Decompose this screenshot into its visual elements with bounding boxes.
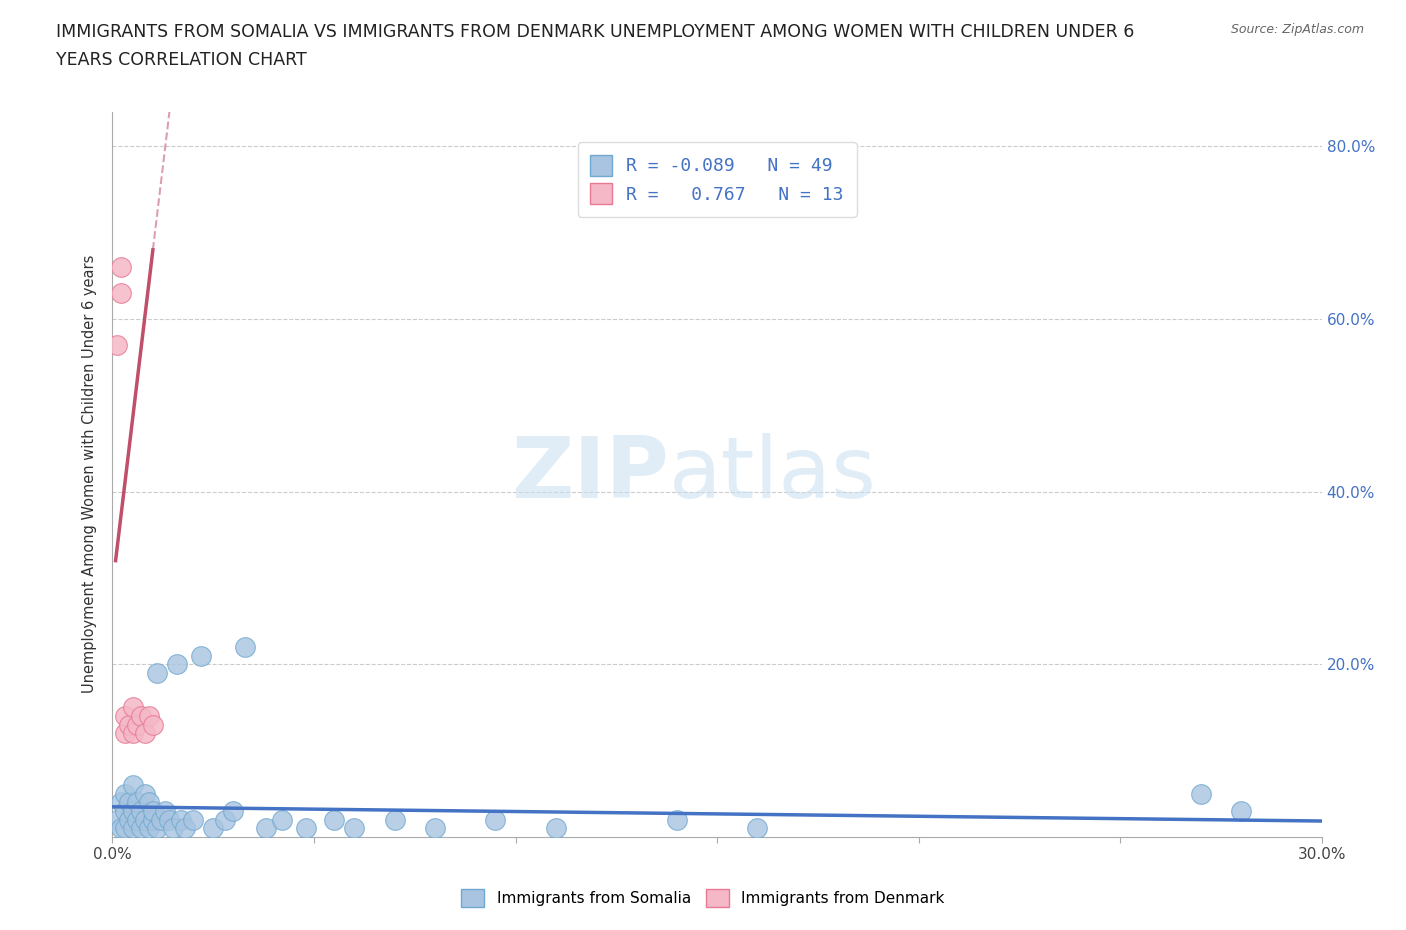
Legend: Immigrants from Somalia, Immigrants from Denmark: Immigrants from Somalia, Immigrants from… (456, 884, 950, 913)
Point (117, 717, 139, 732)
Point (295, 821, 318, 836)
Point (129, 821, 152, 836)
Point (114, 787, 136, 802)
Point (121, 777, 143, 792)
Point (134, 812, 156, 827)
Point (170, 812, 193, 827)
Point (114, 726, 136, 741)
Point (105, 338, 128, 352)
Point (110, 821, 132, 836)
Point (121, 821, 143, 836)
Point (162, 821, 184, 836)
Point (117, 795, 139, 810)
Point (149, 812, 172, 827)
Point (190, 648, 212, 663)
Point (129, 709, 152, 724)
Point (254, 821, 277, 836)
Point (323, 812, 346, 827)
Point (343, 821, 366, 836)
Point (157, 812, 180, 827)
Point (1189, 787, 1212, 802)
Point (142, 812, 165, 827)
Point (166, 657, 188, 671)
Point (153, 804, 176, 818)
Point (423, 821, 446, 836)
Point (181, 812, 204, 827)
Legend: R = -0.089   N = 49, R =   0.767   N = 13: R = -0.089 N = 49, R = 0.767 N = 13 (578, 142, 856, 217)
Point (235, 640, 257, 655)
Point (544, 821, 567, 836)
Point (129, 804, 152, 818)
Text: ZIP: ZIP (510, 432, 669, 516)
Point (110, 259, 132, 274)
Point (105, 812, 128, 827)
Y-axis label: Unemployment Among Women with Children Under 6 years: Unemployment Among Women with Children U… (82, 255, 97, 694)
Point (121, 700, 143, 715)
Point (121, 726, 143, 741)
Point (134, 726, 156, 741)
Point (125, 795, 148, 810)
Point (146, 666, 169, 681)
Point (270, 812, 292, 827)
Point (138, 795, 160, 810)
Point (142, 717, 165, 732)
Text: IMMIGRANTS FROM SOMALIA VS IMMIGRANTS FROM DENMARK UNEMPLOYMENT AMONG WOMEN WITH: IMMIGRANTS FROM SOMALIA VS IMMIGRANTS FR… (56, 23, 1135, 41)
Point (747, 821, 769, 836)
Point (110, 286, 132, 300)
Point (146, 821, 169, 836)
Text: atlas: atlas (669, 432, 877, 516)
Point (384, 812, 406, 827)
Point (138, 821, 160, 836)
Point (114, 821, 136, 836)
Point (114, 709, 136, 724)
Point (110, 795, 132, 810)
Text: Source: ZipAtlas.com: Source: ZipAtlas.com (1230, 23, 1364, 36)
Point (174, 821, 197, 836)
Point (1230, 804, 1253, 818)
Text: YEARS CORRELATION CHART: YEARS CORRELATION CHART (56, 51, 307, 69)
Point (222, 804, 245, 818)
Point (202, 821, 225, 836)
Point (117, 812, 139, 827)
Point (125, 812, 148, 827)
Point (138, 709, 160, 724)
Point (125, 717, 148, 732)
Point (214, 812, 236, 827)
Point (114, 804, 136, 818)
Point (484, 812, 506, 827)
Point (134, 787, 156, 802)
Point (665, 812, 688, 827)
Point (142, 804, 165, 818)
Point (121, 804, 143, 818)
